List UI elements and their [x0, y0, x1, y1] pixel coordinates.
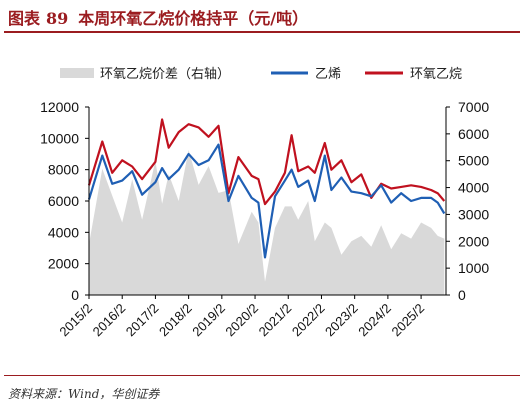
y-left-tick-label: 6000 — [48, 193, 79, 209]
legend-label-ethylene: 乙烯 — [315, 66, 341, 81]
y-right-tick-label: 1000 — [458, 260, 489, 276]
y-left-tick-label: 0 — [71, 287, 79, 303]
y-right-tick-label: 7000 — [458, 99, 489, 115]
series-area-spread — [89, 150, 445, 295]
y-right-tick-label: 0 — [458, 287, 466, 303]
y-right-tick-label: 6000 — [458, 126, 489, 142]
x-tick-label: 2017/2 — [123, 301, 162, 340]
y-right-tick-label: 4000 — [458, 180, 489, 196]
legend-label-spread: 环氧乙烷价差（右轴） — [100, 66, 230, 81]
y-left-tick-label: 4000 — [48, 224, 79, 240]
source-divider — [4, 375, 520, 376]
x-tick-label: 2015/2 — [56, 301, 95, 340]
x-tick-label: 2019/2 — [189, 301, 228, 340]
chart-svg: 环氧乙烷价差（右轴） 乙烯 环氧乙烷020004000600080001000012… — [40, 66, 489, 340]
y-left-tick-label: 8000 — [48, 162, 79, 178]
y-left-tick-label: 12000 — [40, 99, 79, 115]
x-tick-label: 2022/2 — [289, 301, 328, 340]
chart-title: 本周环氧乙烷价格持平（元/吨） — [78, 9, 309, 28]
legend-label-eo: 环氧乙烷 — [410, 66, 462, 81]
figure-title: 图表 89 本周环氧乙烷价格持平（元/吨） — [8, 5, 308, 29]
figure-label: 图表 — [8, 9, 41, 28]
legend-swatch-spread — [60, 68, 94, 78]
y-left-tick-label: 2000 — [48, 256, 79, 272]
x-tick-label: 2018/2 — [156, 301, 195, 340]
x-tick-label: 2024/2 — [355, 301, 394, 340]
x-tick-label: 2021/2 — [256, 301, 295, 340]
y-left-tick-label: 10000 — [40, 130, 79, 146]
x-tick-label: 2020/2 — [222, 301, 261, 340]
y-right-tick-label: 2000 — [458, 233, 489, 249]
x-tick-label: 2023/2 — [322, 301, 361, 340]
series-line-ethylene — [87, 143, 446, 259]
x-tick-label: 2025/2 — [388, 301, 427, 340]
title-divider — [4, 31, 520, 33]
x-tick-label: 2016/2 — [90, 301, 129, 340]
y-right-tick-label: 5000 — [458, 153, 489, 169]
y-right-tick-label: 3000 — [458, 206, 489, 222]
source-note: 资料来源：Wind，华创证券 — [8, 387, 160, 401]
series-line-eo — [87, 118, 446, 206]
figure-number: 89 — [46, 9, 69, 28]
